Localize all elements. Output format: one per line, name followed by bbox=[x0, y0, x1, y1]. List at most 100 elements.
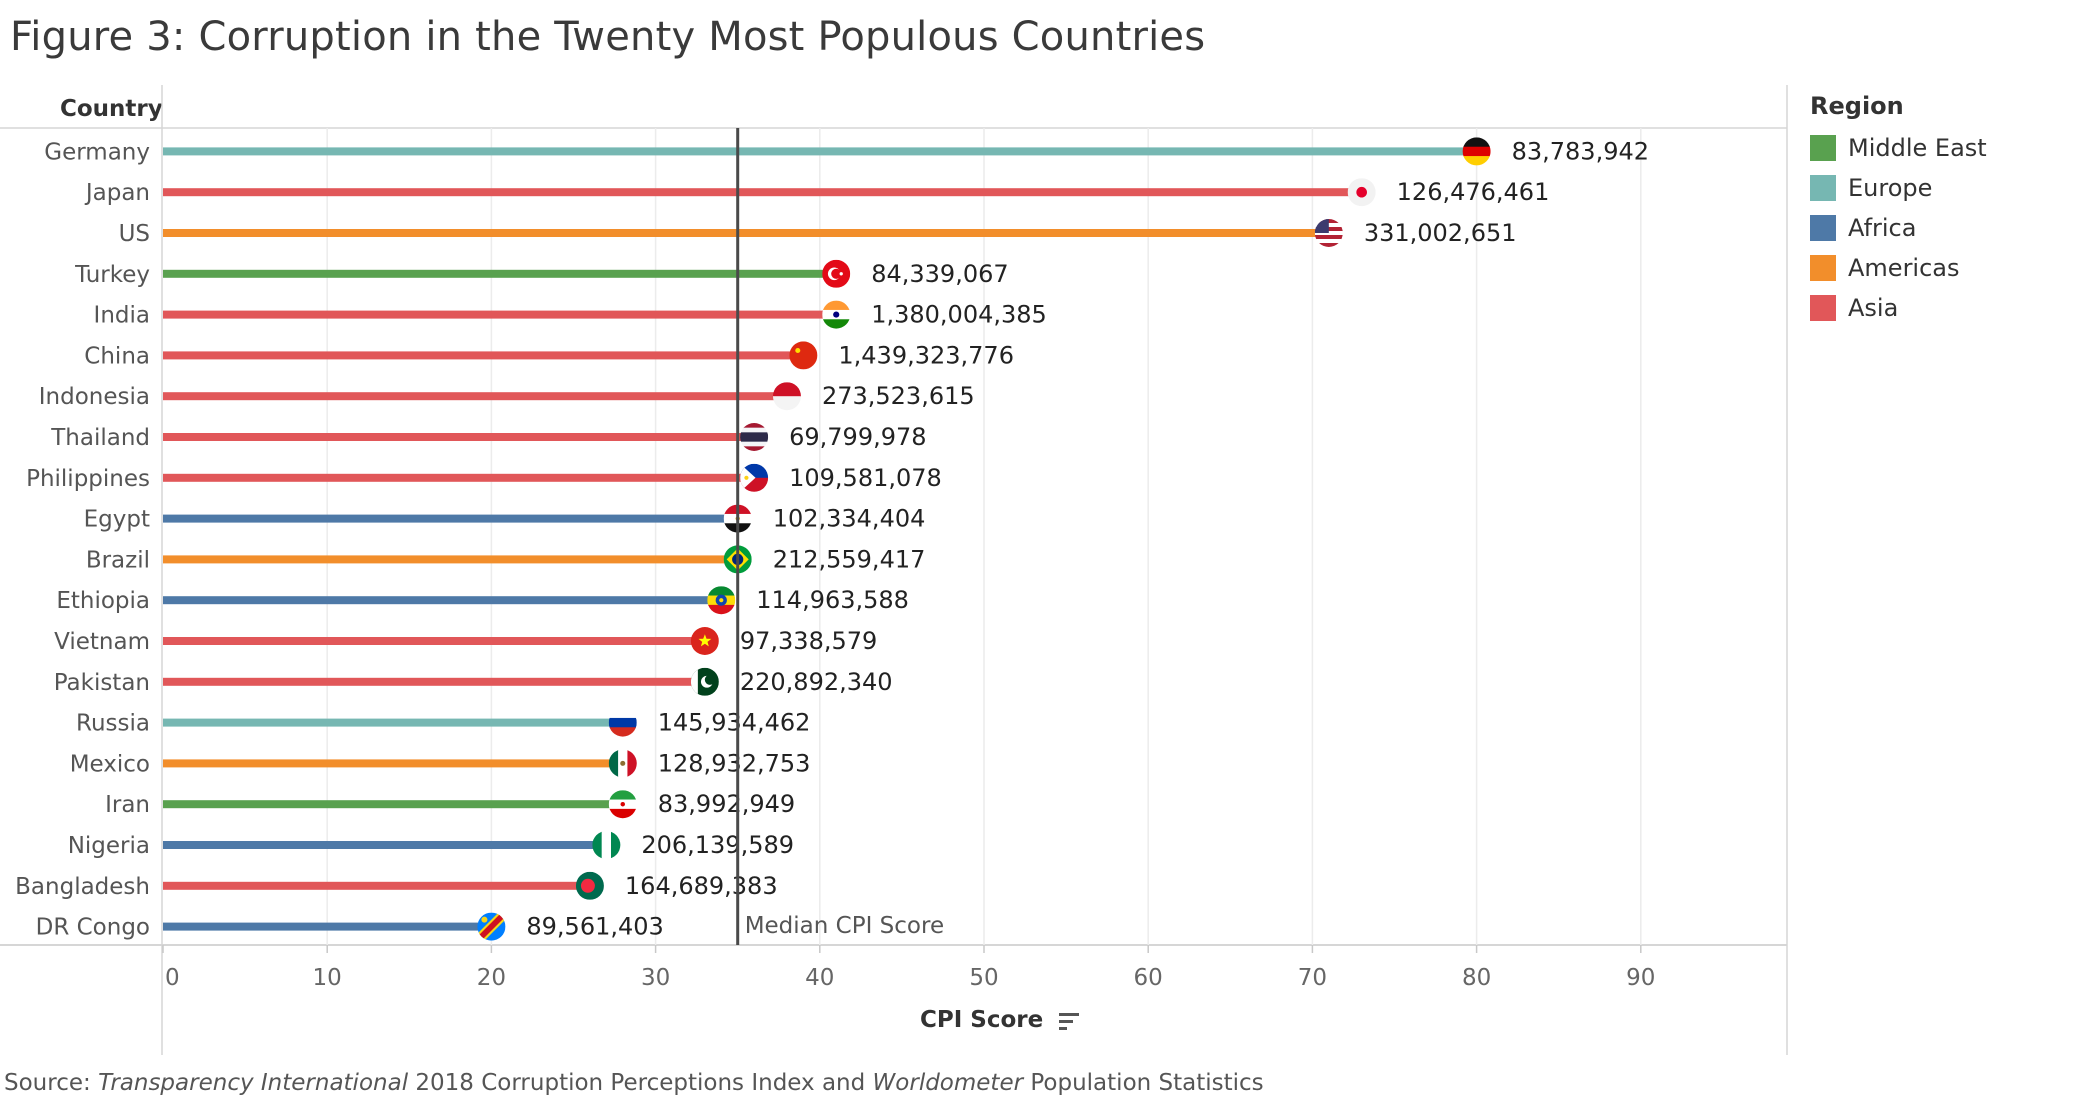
bar-row-mexico: Mexico 128,932,753 bbox=[70, 749, 811, 778]
turkey-flag bbox=[822, 259, 851, 288]
chart-title: Figure 3: Corruption in the Twenty Most … bbox=[10, 14, 1206, 60]
legend: Region Middle East Europe Africa Americas As… bbox=[1810, 92, 1987, 328]
mexico-flag bbox=[608, 749, 637, 778]
bar[interactable] bbox=[163, 514, 738, 523]
ethiopia-flag bbox=[707, 586, 736, 615]
legend-label: Americas bbox=[1848, 254, 1960, 282]
country-label[interactable]: Indonesia bbox=[39, 384, 150, 410]
bar[interactable] bbox=[163, 473, 755, 482]
population-label: 273,523,615 bbox=[822, 382, 975, 410]
x-tick-label: 20 bbox=[477, 965, 506, 991]
row-header[interactable]: Country bbox=[60, 96, 163, 122]
bar[interactable] bbox=[163, 922, 492, 931]
bar[interactable] bbox=[163, 392, 787, 401]
bar[interactable] bbox=[163, 596, 722, 605]
population-label: 97,338,579 bbox=[740, 627, 877, 655]
country-label[interactable]: US bbox=[119, 221, 150, 247]
bar-row-china: China 1,439,323,776 bbox=[84, 341, 1014, 370]
bar[interactable] bbox=[163, 677, 705, 686]
country-label[interactable]: Ethiopia bbox=[56, 588, 150, 614]
country-label[interactable]: Philippines bbox=[26, 466, 150, 492]
country-label[interactable]: Thailand bbox=[50, 425, 150, 451]
country-label[interactable]: Vietnam bbox=[54, 629, 150, 655]
country-label[interactable]: Nigeria bbox=[68, 833, 150, 859]
source-org: Transparency International bbox=[98, 1070, 409, 1096]
country-label[interactable]: India bbox=[94, 303, 150, 329]
x-tick-label: 30 bbox=[641, 965, 670, 991]
country-label[interactable]: Iran bbox=[105, 792, 150, 818]
bar[interactable] bbox=[163, 841, 607, 849]
x-axis-title-label: CPI Score bbox=[920, 1007, 1044, 1033]
bar[interactable] bbox=[163, 310, 837, 319]
pakistan-flag bbox=[690, 667, 719, 696]
country-label[interactable]: DR Congo bbox=[36, 915, 150, 941]
source-middle: 2018 Corruption Perceptions Index and bbox=[408, 1070, 873, 1096]
china-flag bbox=[789, 341, 818, 370]
bar[interactable] bbox=[163, 147, 1477, 156]
legend-item-africa[interactable]: Africa bbox=[1810, 208, 1987, 248]
bar-row-turkey: Turkey 84,339,067 bbox=[74, 259, 1009, 288]
dr-congo-flag bbox=[477, 912, 506, 941]
country-label[interactable]: Germany bbox=[44, 139, 150, 165]
x-tick-label: 80 bbox=[1462, 965, 1491, 991]
bar[interactable] bbox=[163, 188, 1362, 197]
population-label: 331,002,651 bbox=[1364, 219, 1517, 247]
thailand-flag bbox=[740, 423, 769, 451]
bar[interactable] bbox=[163, 759, 623, 768]
population-label: 145,934,462 bbox=[658, 709, 811, 737]
legend-swatch bbox=[1810, 295, 1836, 321]
x-tick-label: 10 bbox=[313, 965, 342, 991]
country-label[interactable]: Pakistan bbox=[54, 670, 150, 696]
country-label[interactable]: Egypt bbox=[84, 507, 150, 533]
country-label[interactable]: Mexico bbox=[70, 751, 150, 777]
x-tick-label: 50 bbox=[969, 965, 998, 991]
country-label[interactable]: Turkey bbox=[74, 262, 150, 288]
country-label[interactable]: Japan bbox=[84, 180, 150, 206]
bangladesh-flag bbox=[575, 871, 604, 900]
legend-swatch bbox=[1810, 215, 1836, 241]
bar[interactable] bbox=[163, 269, 837, 278]
bar[interactable] bbox=[163, 881, 590, 890]
source-note: Source: Transparency International 2018 … bbox=[4, 1070, 1264, 1096]
country-label[interactable]: Russia bbox=[76, 711, 150, 737]
bar-row-germany: Germany 83,783,942 bbox=[44, 137, 1649, 166]
chart-svg: 0 10 20 30 40 50 60 70 80 90 Germany 83,783,942 Japa… bbox=[0, 85, 1788, 1055]
bar[interactable] bbox=[163, 637, 705, 645]
x-tick-label: 90 bbox=[1626, 965, 1655, 991]
sort-icon[interactable] bbox=[1059, 1011, 1081, 1031]
x-tick-label: 70 bbox=[1298, 965, 1327, 991]
legend-item-middle-east[interactable]: Middle East bbox=[1810, 128, 1987, 168]
country-label[interactable]: Bangladesh bbox=[15, 874, 150, 900]
bar-row-thailand: Thailand 69,799,978 bbox=[50, 423, 927, 451]
legend-item-asia[interactable]: Asia bbox=[1810, 288, 1987, 328]
bar-row-japan: Japan 126,476,461 bbox=[84, 178, 1549, 207]
population-label: 83,783,942 bbox=[1512, 137, 1649, 165]
bar-row-philippines: Philippines 109,581,078 bbox=[26, 463, 942, 492]
germany-flag bbox=[1462, 137, 1491, 166]
population-label: 206,139,589 bbox=[641, 831, 794, 859]
country-label[interactable]: China bbox=[84, 343, 150, 369]
legend-item-europe[interactable]: Europe bbox=[1810, 168, 1987, 208]
iran-flag bbox=[608, 790, 637, 819]
bar[interactable] bbox=[163, 718, 623, 727]
population-label: 128,932,753 bbox=[658, 749, 811, 777]
vietnam-flag bbox=[690, 627, 719, 655]
x-tick-label: 0 bbox=[165, 965, 180, 991]
bar[interactable] bbox=[163, 800, 623, 809]
bar-row-us: US 331,002,651 bbox=[119, 219, 1517, 247]
country-label[interactable]: Brazil bbox=[86, 547, 150, 573]
bar[interactable] bbox=[163, 433, 755, 441]
bar-row-iran: Iran 83,992,949 bbox=[105, 790, 795, 819]
bar[interactable] bbox=[163, 229, 1329, 237]
population-label: 114,963,588 bbox=[756, 586, 909, 614]
bar[interactable] bbox=[163, 351, 804, 360]
population-label: 89,561,403 bbox=[526, 913, 663, 941]
median-label: Median CPI Score bbox=[745, 913, 944, 939]
bar-row-nigeria: Nigeria 206,139,589 bbox=[68, 831, 794, 859]
legend-item-americas[interactable]: Americas bbox=[1810, 248, 1987, 288]
x-axis-title[interactable]: CPI Score bbox=[920, 1007, 1081, 1033]
population-label: 220,892,340 bbox=[740, 668, 893, 696]
bar[interactable] bbox=[163, 555, 738, 564]
india-flag bbox=[822, 300, 851, 329]
bar-row-indonesia: Indonesia 273,523,615 bbox=[39, 382, 975, 411]
